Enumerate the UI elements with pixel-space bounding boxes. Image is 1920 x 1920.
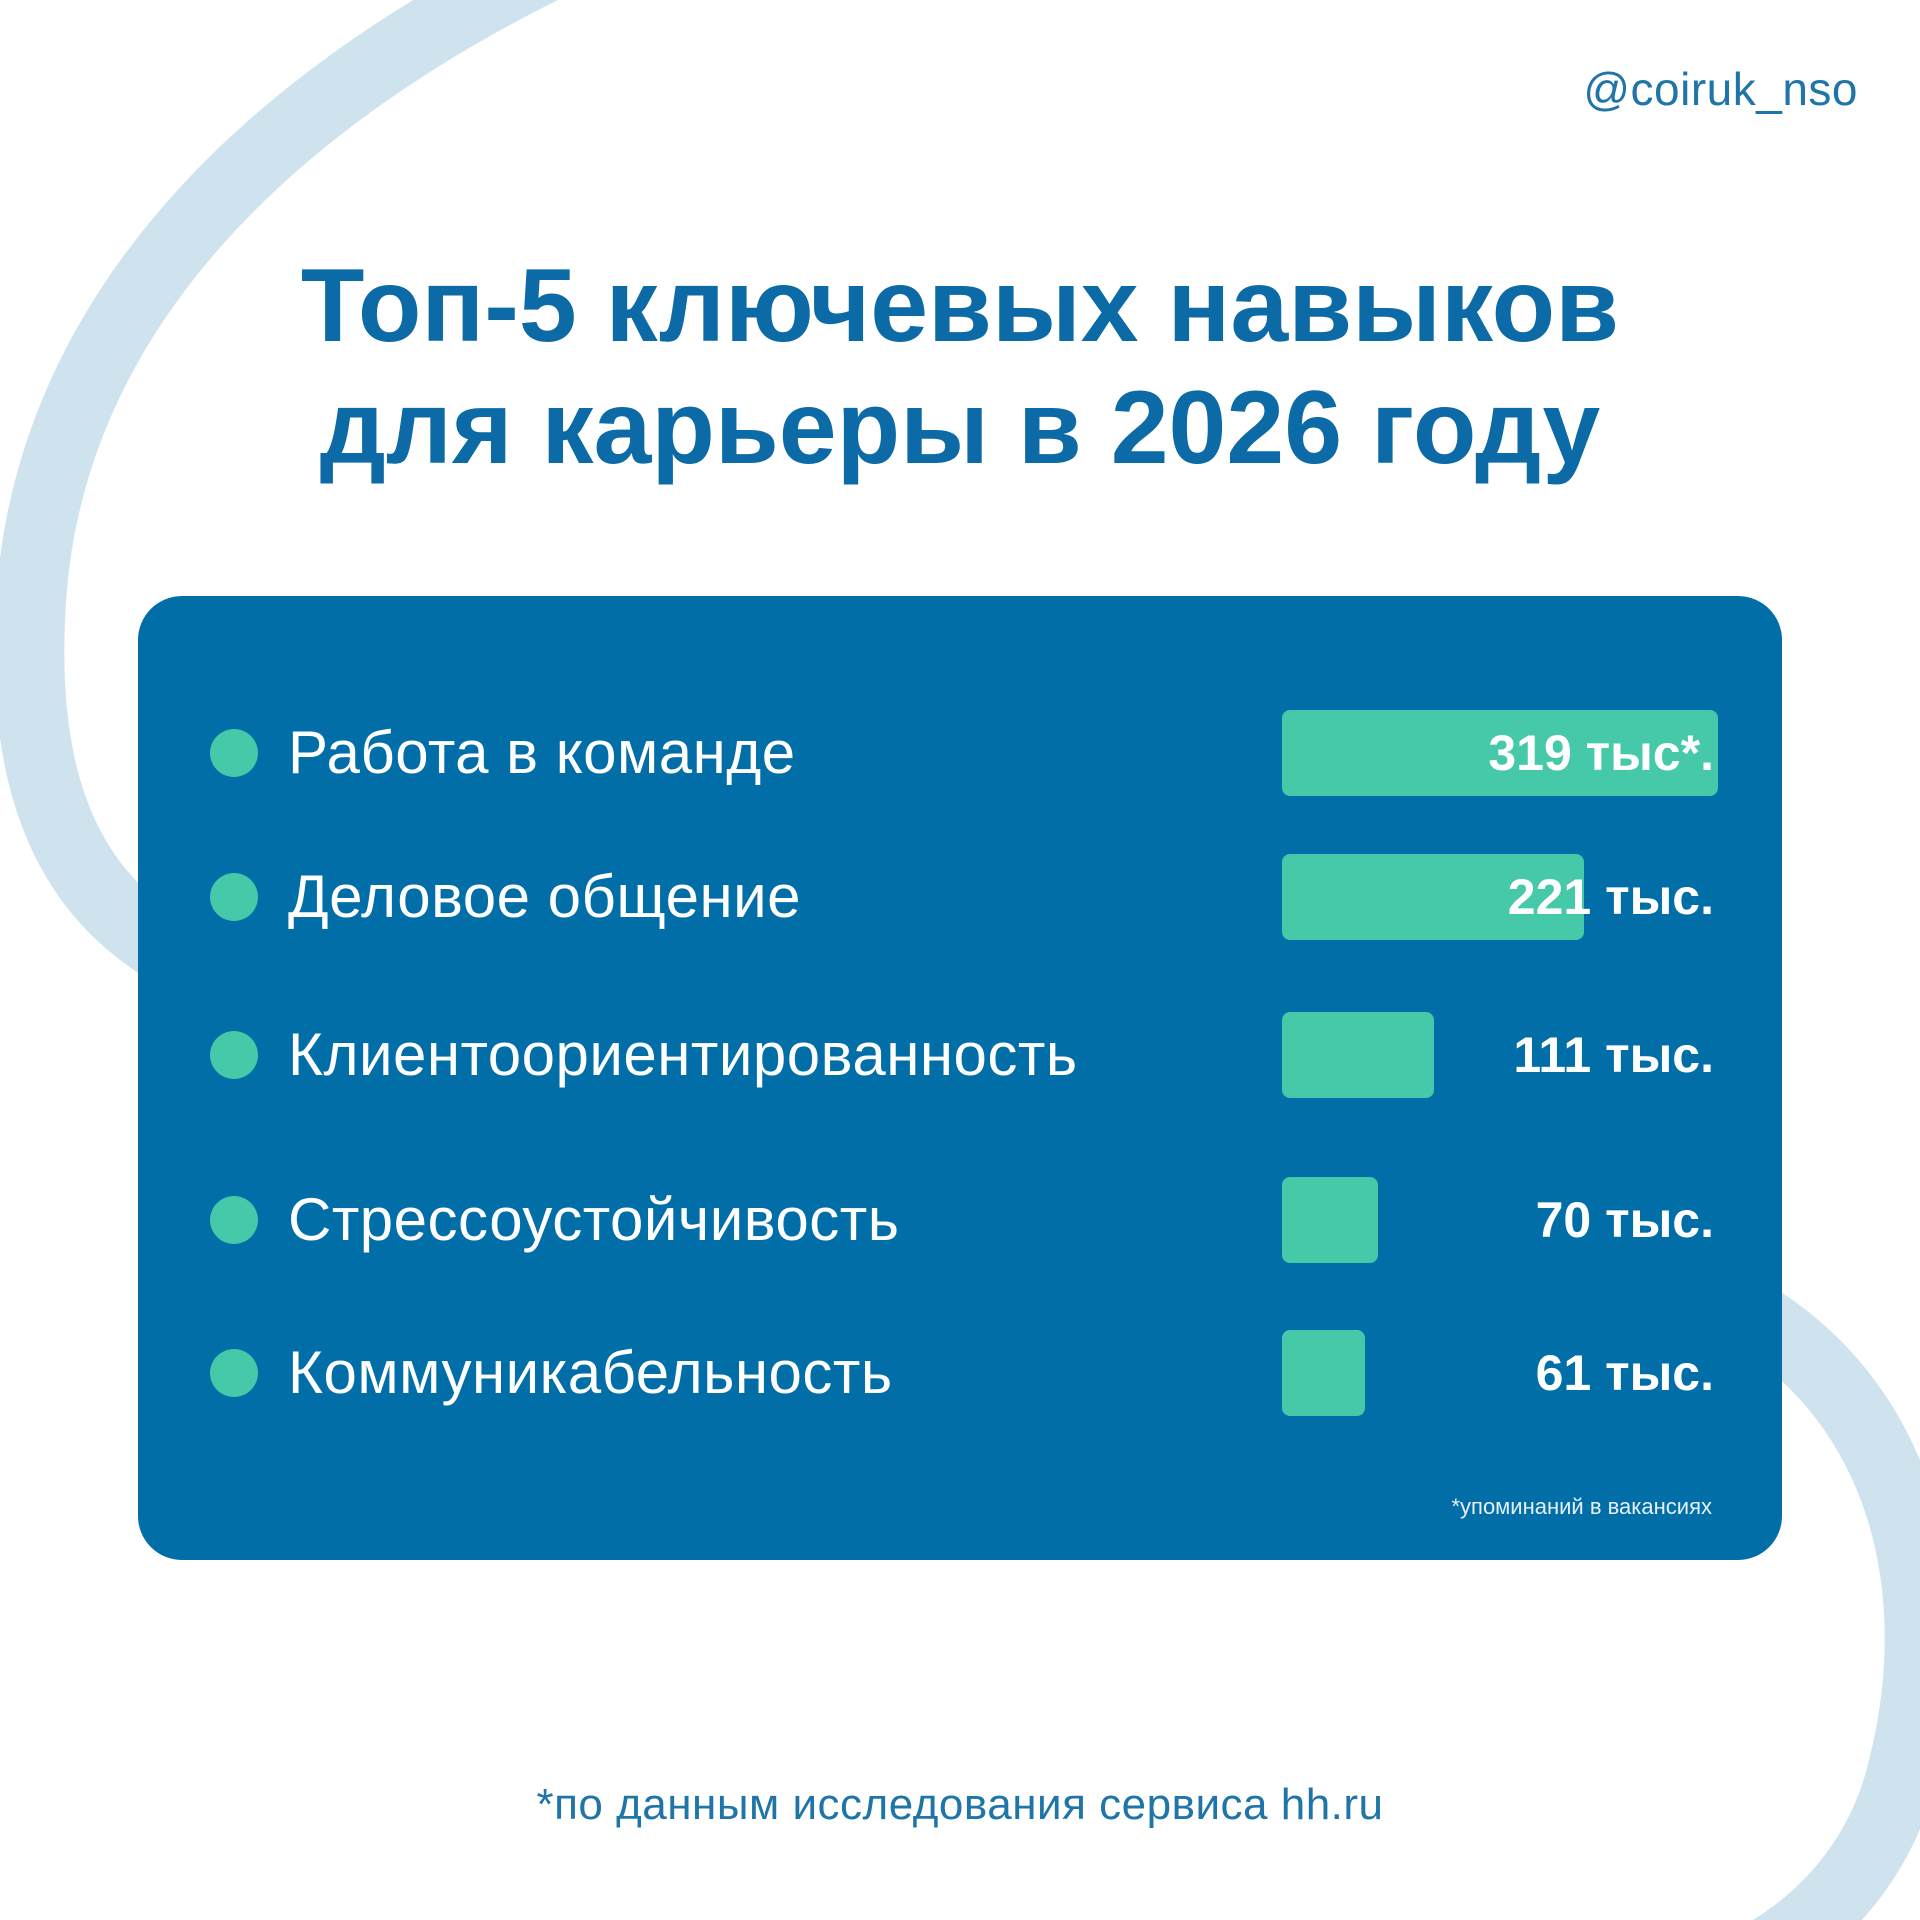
bullet-dot	[210, 1031, 258, 1079]
source-footnote: *по данным исследования сервиса hh.ru	[536, 1780, 1384, 1829]
category-label: Деловое общение	[288, 863, 801, 930]
bar	[1282, 1330, 1365, 1416]
category-label: Клиентоориентированность	[288, 1021, 1078, 1088]
title-line-1: Топ-5 ключевых навыков	[300, 248, 1620, 364]
chart-card: Работа в команде 319 тыс*. Деловое общен…	[138, 596, 1782, 1560]
account-handle: @coiruk_nso	[1583, 63, 1858, 115]
bullet-dot	[210, 1196, 258, 1244]
chart-row: Работа в команде 319 тыс*.	[138, 710, 1782, 796]
value-label: 70 тыс.	[1535, 1192, 1714, 1248]
bullet-dot	[210, 873, 258, 921]
category-label: Работа в команде	[288, 719, 796, 786]
category-label: Коммуникабельность	[288, 1339, 893, 1406]
chart-row: Коммуникабельность 61 тыс.	[138, 1330, 1782, 1416]
bar	[1282, 710, 1718, 796]
value-label: 221 тыс.	[1507, 869, 1714, 925]
page-title: Топ-5 ключевых навыков для карьеры в 202…	[0, 245, 1920, 489]
bar	[1282, 1012, 1434, 1098]
chart-row: Клиентоориентированность 111 тыс.	[138, 1012, 1782, 1098]
bullet-dot	[210, 729, 258, 777]
bar	[1282, 854, 1584, 940]
category-label: Стрессоустойчивость	[288, 1186, 900, 1253]
chart-footnote: *упоминаний в вакансиях	[1451, 1494, 1712, 1519]
chart-row: Деловое общение 221 тыс.	[138, 854, 1782, 940]
chart-row: Стрессоустойчивость 70 тыс.	[138, 1177, 1782, 1263]
value-label: 61 тыс.	[1535, 1345, 1714, 1401]
title-line-2: для карьеры в 2026 году	[319, 370, 1601, 486]
bullet-dot	[210, 1349, 258, 1397]
bar	[1282, 1177, 1378, 1263]
value-label: 111 тыс.	[1513, 1027, 1714, 1083]
value-label: 319 тыс*.	[1488, 725, 1714, 781]
